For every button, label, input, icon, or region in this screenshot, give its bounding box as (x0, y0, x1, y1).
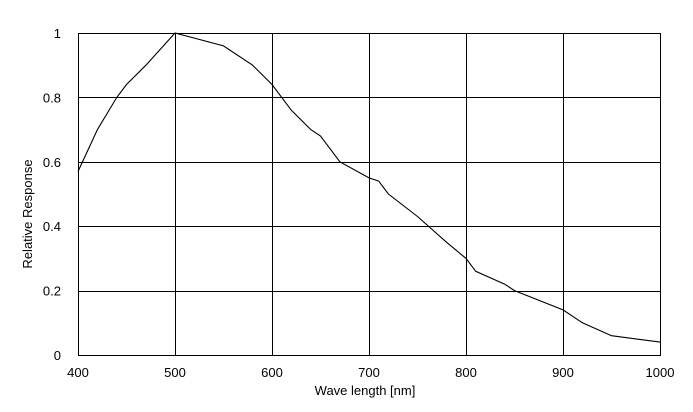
grid-lines (78, 33, 661, 356)
x-tick-label: 700 (358, 365, 380, 380)
y-tick-labels: 0 0.2 0.4 0.6 0.8 1 (43, 26, 61, 363)
series-line-0 (77, 32, 661, 343)
x-tick-label: 1000 (646, 365, 675, 380)
y-tick-label: 0.2 (43, 284, 61, 299)
y-tick-label: 0.8 (43, 90, 61, 105)
plot-frame (78, 33, 661, 356)
x-tick-label: 900 (552, 365, 574, 380)
y-axis-title: Relative Response (20, 159, 35, 268)
x-tick-labels: 400 500 600 700 800 900 1000 (67, 365, 674, 380)
x-tick-label: 400 (67, 365, 89, 380)
x-tick-label: 500 (164, 365, 186, 380)
series-layer (77, 32, 661, 343)
y-tick-label: 0.6 (43, 155, 61, 170)
x-tick-label: 800 (455, 365, 477, 380)
y-tick-label: 0 (54, 348, 61, 363)
y-tick-label: 0.4 (43, 219, 61, 234)
y-tick-label: 1 (54, 26, 61, 41)
x-axis-title: Wave length [nm] (315, 383, 416, 398)
x-tick-label: 600 (261, 365, 283, 380)
